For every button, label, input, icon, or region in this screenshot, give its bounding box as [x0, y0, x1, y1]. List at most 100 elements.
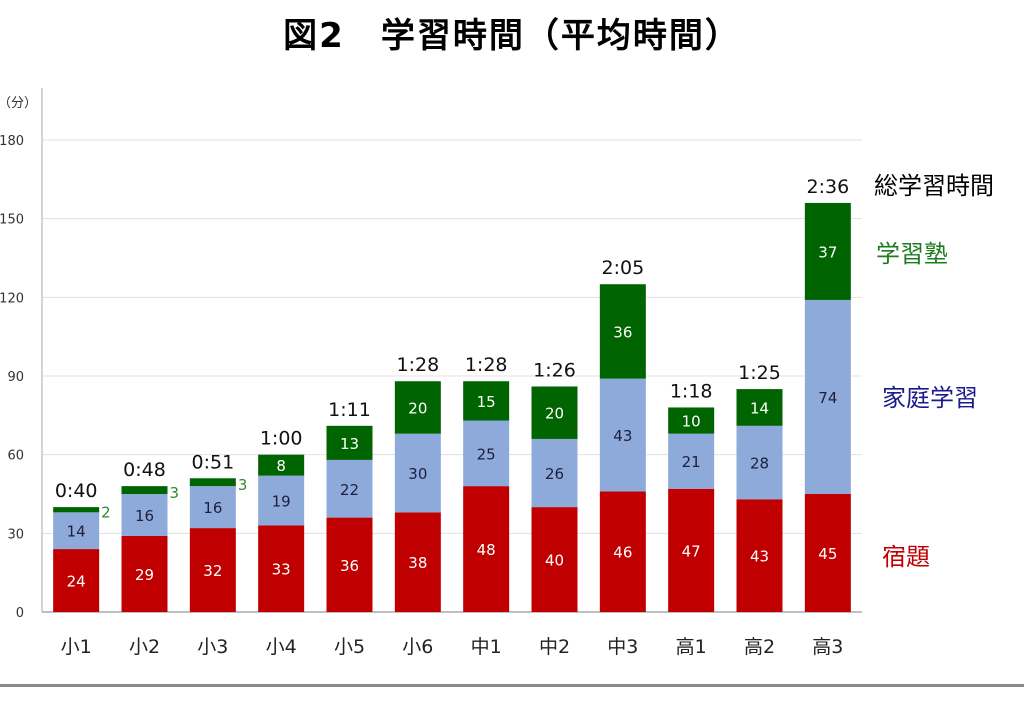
data-label: 47	[682, 542, 701, 560]
legend-label: 総学習時間	[874, 172, 994, 200]
data-label: 33	[272, 561, 291, 579]
bar-segment	[599, 378, 646, 492]
x-tick-label: 小2	[129, 636, 160, 658]
bar-segment	[668, 488, 715, 612]
bar-segment	[258, 454, 305, 476]
bar-segment	[668, 407, 715, 434]
x-tick-label: 小4	[266, 636, 297, 658]
bar-segment	[804, 299, 851, 494]
data-label: 29	[135, 566, 154, 584]
bar-segment	[599, 284, 646, 379]
data-label: 45	[818, 545, 837, 563]
x-tick-label: 小3	[197, 636, 228, 658]
x-tick-label: 高3	[812, 636, 843, 658]
y-tick-label: 60	[7, 449, 24, 464]
x-tick-label: 中3	[607, 636, 638, 658]
bar-segment	[804, 494, 851, 612]
data-label: 15	[477, 393, 496, 411]
bar-segment	[531, 438, 578, 508]
total-label: 1:28	[396, 354, 439, 376]
total-label: 1:26	[533, 359, 576, 381]
data-label: 20	[408, 399, 427, 417]
x-tick-label: 小6	[402, 636, 433, 658]
chart-title: 図2 学習時間（平均時間）	[283, 16, 741, 56]
data-label: 32	[203, 562, 222, 580]
total-label: 1:18	[670, 380, 713, 402]
data-label: 21	[682, 453, 701, 471]
bar-segment	[804, 202, 851, 300]
bar-segment	[531, 386, 578, 439]
legend-label: 家庭学習	[882, 384, 978, 412]
bar-segment	[53, 507, 100, 513]
bar-segment	[326, 459, 373, 518]
total-label: 1:25	[738, 362, 781, 384]
bar-segment	[394, 381, 441, 434]
legend-label: 宿題	[882, 543, 930, 571]
x-tick-label: 高1	[676, 636, 707, 658]
bar-segment	[736, 425, 783, 500]
y-tick-label: 150	[0, 213, 24, 228]
data-label: 14	[750, 399, 769, 417]
bar-segment	[258, 475, 305, 526]
y-tick-label: 30	[7, 527, 24, 542]
total-label: 1:11	[328, 399, 371, 421]
x-tick-label: 中1	[471, 636, 502, 658]
data-label: 43	[613, 427, 632, 445]
bar-segment	[258, 525, 305, 612]
bar-segment	[668, 433, 715, 489]
total-label: 1:28	[465, 354, 508, 376]
data-label: 46	[613, 544, 632, 562]
bar-segment	[326, 517, 373, 612]
data-label: 25	[477, 445, 496, 463]
x-tick-label: 小5	[334, 636, 365, 658]
data-label: 3	[238, 476, 248, 494]
bar-segment	[53, 512, 100, 550]
data-label: 40	[545, 552, 564, 570]
bar-segment	[326, 425, 373, 460]
y-tick-label: 120	[0, 291, 24, 306]
bar-segment	[189, 486, 236, 529]
data-label: 16	[135, 507, 154, 525]
data-label: 38	[408, 554, 427, 572]
bar-segment	[736, 499, 783, 612]
bar-segment	[121, 486, 168, 494]
total-label: 0:48	[123, 459, 166, 481]
data-label: 24	[67, 573, 86, 591]
data-label: 8	[276, 457, 286, 475]
x-tick-label: 小1	[61, 636, 92, 658]
data-label: 48	[477, 541, 496, 559]
data-label: 19	[272, 493, 291, 511]
bar-segment	[121, 494, 168, 536]
data-label: 2	[101, 504, 111, 522]
data-label: 36	[340, 557, 359, 575]
data-label: 22	[340, 481, 359, 499]
data-label: 30	[408, 465, 427, 483]
bar-segment	[189, 478, 236, 487]
total-label: 0:40	[55, 480, 98, 502]
data-label: 74	[818, 389, 837, 407]
y-tick-label: 90	[7, 370, 24, 385]
data-label: 13	[340, 435, 359, 453]
legend-label: 学習塾	[876, 240, 948, 268]
bar-segment	[394, 433, 441, 513]
y-tick-label: 180	[0, 134, 24, 149]
bottom-divider	[0, 684, 1024, 687]
data-label: 10	[682, 413, 701, 431]
total-label: 2:05	[601, 257, 644, 279]
bar-segment	[463, 486, 510, 612]
bar-segment	[463, 381, 510, 421]
bar-segment	[531, 507, 578, 612]
x-tick-label: 中2	[539, 636, 570, 658]
data-label: 20	[545, 405, 564, 423]
y-tick-label: 0	[16, 606, 24, 621]
data-label: 16	[203, 499, 222, 517]
data-label: 37	[818, 243, 837, 261]
data-label: 26	[545, 465, 564, 483]
data-label: 36	[613, 323, 632, 341]
bar-segment	[599, 491, 646, 612]
data-label: 28	[750, 455, 769, 473]
bar-segment	[53, 549, 100, 612]
total-label: 2:36	[806, 176, 849, 198]
bar-segment	[736, 389, 783, 426]
